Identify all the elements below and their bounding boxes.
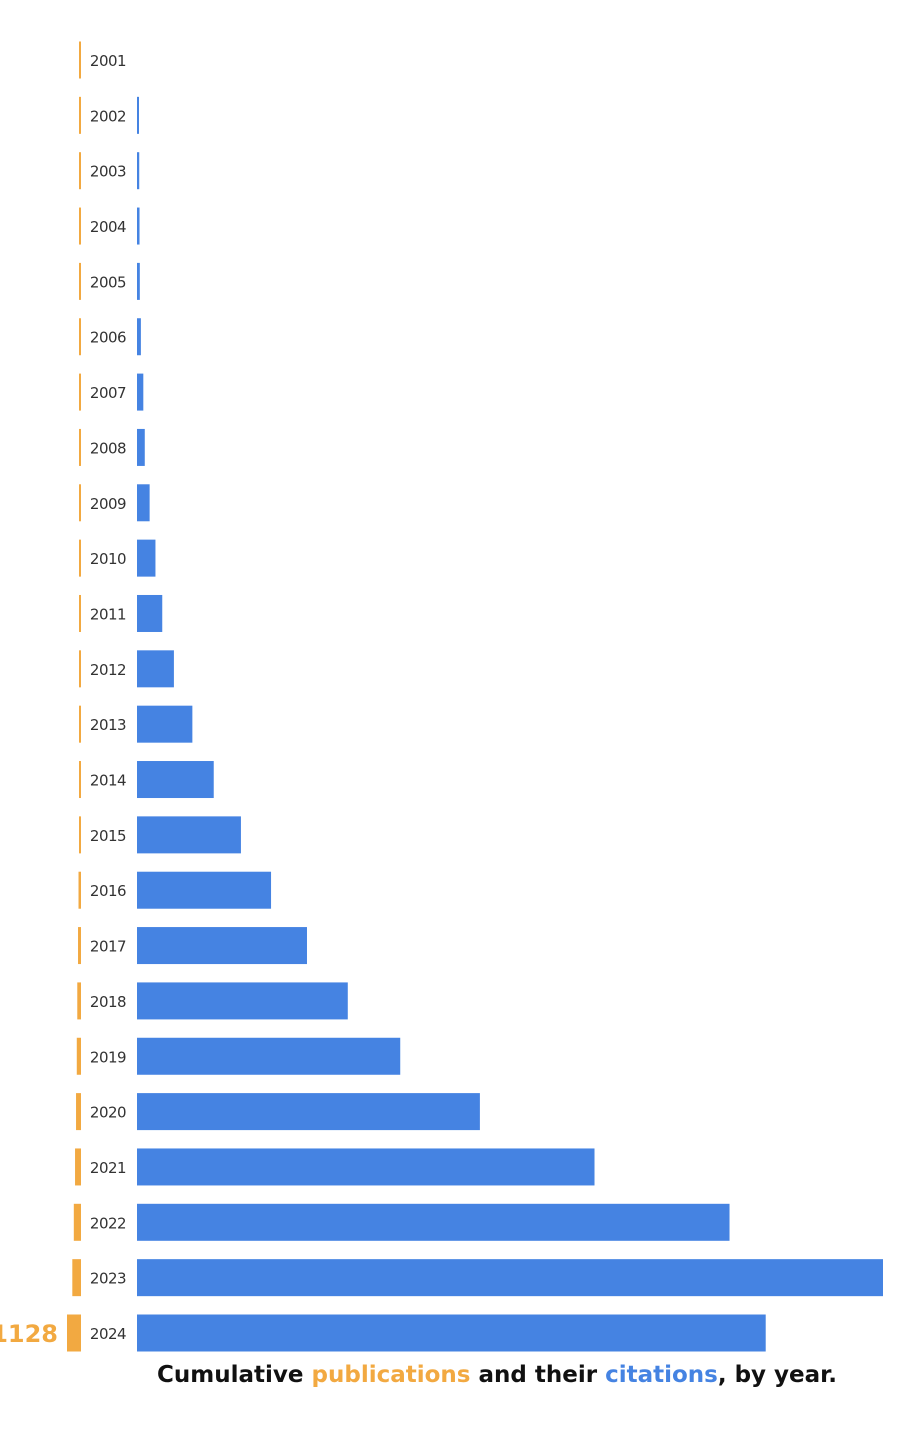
publications-bar-2017	[78, 927, 81, 965]
chart-caption: Cumulative publications and their citati…	[0, 1362, 902, 1388]
publications-bar-2007	[79, 373, 81, 411]
citations-bar-2007	[137, 373, 144, 411]
publications-bar-2006	[79, 318, 81, 356]
year-label-2002: 2002	[90, 107, 126, 125]
citations-bar-2005	[137, 262, 140, 300]
publications-bar-2023	[72, 1259, 81, 1297]
citations-bar-2002	[137, 96, 139, 134]
caption-publications: publications	[311, 1362, 471, 1388]
citations-bar-2016	[137, 871, 272, 909]
citations-bar-2004	[137, 207, 140, 245]
citations-bar-2017	[137, 927, 307, 965]
year-label-2013: 2013	[90, 716, 126, 734]
year-label-2018: 2018	[90, 993, 126, 1011]
publications-bar-2019	[76, 1037, 81, 1075]
publications-bar-2024	[67, 1314, 81, 1352]
citations-bar-2020	[137, 1093, 480, 1131]
citations-bar-2009	[137, 484, 150, 522]
publications-bar-2011	[79, 594, 81, 632]
citations-bar-2019	[137, 1037, 401, 1075]
year-label-2014: 2014	[90, 772, 126, 790]
caption-part-1: Cumulative	[157, 1362, 312, 1388]
citations-bar-2012	[137, 650, 174, 688]
caption-part-5: , by year.	[717, 1362, 837, 1388]
citations-bar-2013	[137, 705, 193, 743]
year-label-2003: 2003	[90, 163, 126, 181]
year-label-2019: 2019	[90, 1048, 126, 1066]
citations-bar-2024	[137, 1314, 766, 1352]
publications-bar-2008	[79, 428, 81, 466]
publications-bar-2010	[79, 539, 81, 577]
year-label-2001: 2001	[90, 52, 126, 70]
publications-bar-2022	[73, 1203, 81, 1241]
publications-bar-2003	[79, 152, 81, 190]
citations-bar-2014	[137, 761, 214, 799]
publications-bar-2013	[79, 705, 81, 743]
publications-bar-2002	[79, 96, 81, 134]
year-label-2009: 2009	[90, 495, 126, 513]
citations-bar-2023	[137, 1259, 883, 1297]
citations-bar-2015	[137, 816, 241, 854]
citations-bar-2003	[137, 152, 140, 190]
caption-part-3: and their	[470, 1362, 606, 1388]
citations-bar-2018	[137, 982, 348, 1020]
year-label-2004: 2004	[90, 218, 126, 236]
year-label-2020: 2020	[90, 1104, 126, 1122]
year-label-2006: 2006	[90, 329, 126, 347]
year-label-2011: 2011	[90, 605, 126, 623]
publications-total-label: 1128	[0, 1320, 58, 1348]
publications-bar-2005	[79, 262, 81, 300]
year-label-2008: 2008	[90, 439, 126, 457]
year-label-2010: 2010	[90, 550, 126, 568]
publications-bar-2021	[75, 1148, 81, 1186]
publications-bar-2012	[79, 650, 81, 688]
year-label-2021: 2021	[90, 1159, 126, 1177]
citations-bar-2010	[137, 539, 156, 577]
publications-bar-2015	[79, 816, 81, 854]
year-label-2017: 2017	[90, 938, 126, 956]
citations-bar-2008	[137, 428, 145, 466]
year-label-2016: 2016	[90, 882, 126, 900]
citations-total-label: 64 725	[783, 1320, 875, 1348]
publications-bar-2001	[79, 41, 81, 79]
year-label-2012: 2012	[90, 661, 126, 679]
publications-bar-2014	[79, 761, 81, 799]
year-label-2024: 2024	[90, 1325, 126, 1343]
publications-bar-2009	[79, 484, 81, 522]
year-label-2007: 2007	[90, 384, 126, 402]
publications-bar-2004	[79, 207, 81, 245]
citations-bar-2021	[137, 1148, 595, 1186]
year-label-2023: 2023	[90, 1270, 126, 1288]
publications-bar-2018	[77, 982, 81, 1020]
year-label-2005: 2005	[90, 273, 126, 291]
citations-bar-2006	[137, 318, 141, 356]
citations-bar-2022	[137, 1203, 730, 1241]
year-label-2015: 2015	[90, 827, 126, 845]
year-label-2022: 2022	[90, 1214, 126, 1232]
citations-bar-2011	[137, 594, 163, 632]
caption-citations: citations	[605, 1362, 718, 1388]
publications-bar-2020	[76, 1093, 81, 1131]
publications-bar-2016	[78, 871, 81, 909]
